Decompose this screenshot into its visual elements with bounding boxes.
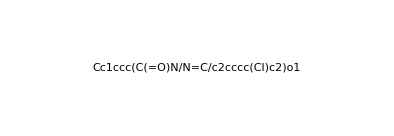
Text: Cc1ccc(C(=O)N/N=C/c2cccc(Cl)c2)o1: Cc1ccc(C(=O)N/N=C/c2cccc(Cl)c2)o1 — [93, 63, 301, 73]
